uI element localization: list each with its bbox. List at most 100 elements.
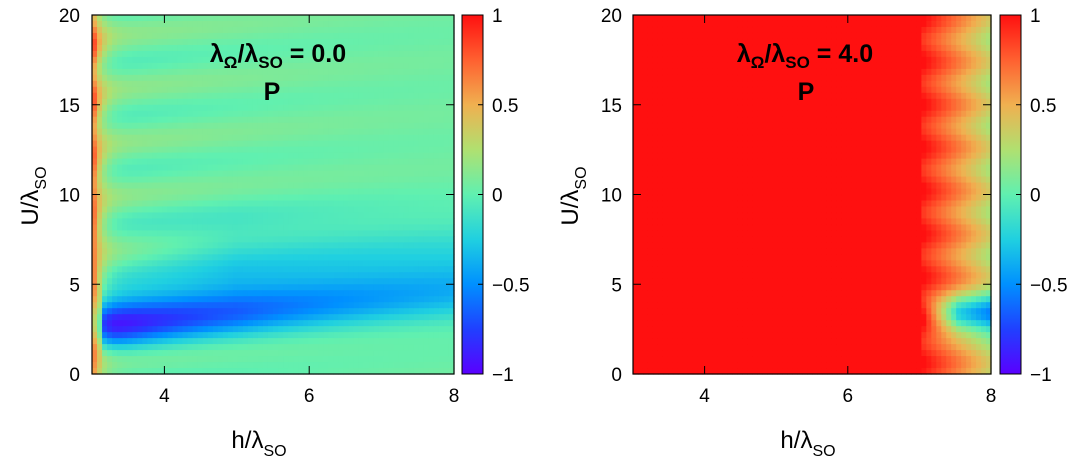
heatmap-cell bbox=[647, 260, 654, 267]
heatmap-cell bbox=[313, 62, 319, 70]
heatmap-cell bbox=[378, 218, 385, 226]
heatmap-cell bbox=[677, 254, 684, 261]
heatmap-cell bbox=[197, 44, 204, 52]
heatmap-cell bbox=[112, 344, 118, 351]
heatmap-cell bbox=[408, 86, 415, 94]
heatmap-cell bbox=[192, 56, 199, 64]
heatmap-cell bbox=[373, 176, 380, 184]
heatmap-cell bbox=[167, 302, 174, 309]
heatmap-cell bbox=[408, 194, 415, 202]
heatmap-cell bbox=[283, 338, 289, 345]
heatmap-cell bbox=[423, 284, 430, 291]
heatmap-cell bbox=[152, 260, 158, 267]
heatmap-cell bbox=[273, 98, 279, 106]
heatmap-cell bbox=[642, 302, 649, 309]
heatmap-cell bbox=[107, 128, 113, 136]
heatmap-cell bbox=[428, 224, 435, 231]
heatmap-cell bbox=[283, 356, 289, 363]
heatmap-cell bbox=[378, 122, 385, 130]
heatmap-cell bbox=[117, 314, 123, 321]
heatmap-cell bbox=[167, 254, 174, 261]
heatmap-cell bbox=[212, 320, 219, 327]
heatmap-cell bbox=[252, 230, 259, 237]
heatmap-cell bbox=[142, 236, 148, 243]
heatmap-cell bbox=[672, 182, 679, 190]
heatmap-cell bbox=[217, 122, 224, 130]
heatmap-cell bbox=[373, 314, 380, 321]
heatmap-cell bbox=[328, 224, 334, 231]
heatmap-cell bbox=[313, 320, 319, 327]
heatmap-cell bbox=[147, 176, 153, 184]
heatmap-cell bbox=[107, 122, 113, 130]
heatmap-cell bbox=[413, 296, 420, 303]
heatmap-cell bbox=[448, 278, 455, 285]
heatmap-cell bbox=[298, 164, 304, 172]
heatmap-cell bbox=[672, 224, 679, 231]
heatmap-cell bbox=[657, 212, 664, 220]
heatmap-cell bbox=[343, 140, 350, 148]
heatmap-cell bbox=[92, 38, 98, 46]
heatmap-cell bbox=[262, 248, 269, 255]
heatmap-cell bbox=[323, 104, 329, 112]
heatmap-cell bbox=[318, 254, 324, 261]
heatmap-cell bbox=[192, 62, 199, 70]
heatmap-cell bbox=[448, 206, 455, 214]
heatmap-cell bbox=[283, 26, 289, 34]
heatmap-cell bbox=[363, 116, 370, 124]
heatmap-cell bbox=[637, 332, 644, 339]
heatmap-cell bbox=[393, 350, 400, 357]
heatmap-cell bbox=[222, 194, 229, 202]
heatmap-cell bbox=[403, 104, 410, 112]
heatmap-cell bbox=[283, 206, 289, 214]
heatmap-cell bbox=[92, 278, 98, 285]
heatmap-cell bbox=[252, 92, 259, 100]
heatmap-cell bbox=[318, 134, 324, 142]
heatmap-cell bbox=[127, 320, 133, 327]
heatmap-cell bbox=[117, 86, 123, 94]
heatmap-cell bbox=[107, 200, 113, 208]
heatmap-cell bbox=[137, 206, 143, 214]
heatmap-cell bbox=[122, 260, 128, 267]
heatmap-cell bbox=[398, 224, 405, 231]
heatmap-cell bbox=[363, 86, 370, 94]
heatmap-cell bbox=[423, 158, 430, 166]
heatmap-cell bbox=[353, 122, 360, 130]
heatmap-cell bbox=[117, 230, 123, 237]
heatmap-cell bbox=[247, 134, 254, 142]
panel-1-ylabel: U/λSO bbox=[17, 166, 50, 225]
heatmap-cell bbox=[637, 140, 644, 148]
heatmap-cell bbox=[237, 356, 244, 363]
heatmap-cell bbox=[633, 338, 639, 345]
heatmap-cell bbox=[142, 68, 148, 76]
heatmap-cell bbox=[358, 182, 365, 190]
heatmap-cell bbox=[338, 230, 344, 237]
heatmap-cell bbox=[298, 260, 304, 267]
heatmap-cell bbox=[353, 62, 360, 70]
heatmap-cell bbox=[283, 302, 289, 309]
heatmap-cell bbox=[413, 242, 420, 249]
heatmap-cell bbox=[298, 320, 304, 327]
heatmap-cell bbox=[328, 284, 334, 291]
heatmap-cell bbox=[202, 182, 209, 190]
heatmap-cell bbox=[303, 134, 309, 142]
heatmap-cell bbox=[393, 254, 400, 261]
heatmap-cell bbox=[157, 344, 163, 351]
heatmap-cell bbox=[97, 302, 103, 309]
heatmap-cell bbox=[418, 344, 425, 351]
heatmap-cell bbox=[343, 272, 350, 279]
heatmap-cell bbox=[97, 110, 103, 118]
heatmap-cell bbox=[403, 170, 410, 178]
heatmap-cell bbox=[147, 218, 153, 226]
heatmap-cell bbox=[182, 308, 189, 315]
heatmap-cell bbox=[672, 362, 679, 369]
heatmap-cell bbox=[657, 302, 664, 309]
heatmap-cell bbox=[398, 182, 405, 190]
heatmap-cell bbox=[652, 92, 659, 100]
heatmap-cell bbox=[343, 26, 350, 34]
heatmap-cell bbox=[142, 338, 148, 345]
heatmap-cell bbox=[222, 362, 229, 369]
heatmap-cell bbox=[423, 332, 430, 339]
heatmap-cell bbox=[262, 194, 269, 202]
heatmap-cell bbox=[127, 74, 133, 82]
heatmap-cell bbox=[127, 32, 133, 40]
